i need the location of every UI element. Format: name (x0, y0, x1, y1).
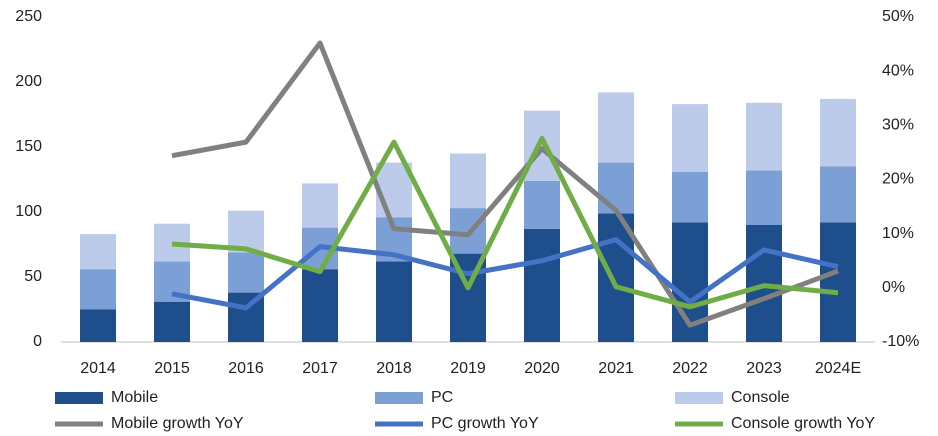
bar-segment (376, 261, 412, 342)
bar-segment (598, 213, 634, 342)
bar-segment (746, 170, 782, 225)
y2-tick-label: 50% (882, 8, 914, 25)
x-tick-label: 2018 (376, 360, 412, 377)
bar-segment (524, 228, 560, 342)
y-tick-label: 150 (15, 138, 42, 155)
bar-segment (80, 269, 116, 310)
bar-segment (672, 171, 708, 223)
y-tick-label: 50 (24, 268, 42, 285)
bar-segment (598, 92, 634, 163)
legend-label: Console growth YoY (731, 415, 875, 432)
x-tick-label: 2016 (228, 360, 264, 377)
legend-label: PC (431, 389, 453, 406)
x-tick-label: 2017 (302, 360, 338, 377)
bar-segment (524, 110, 560, 181)
line-series (171, 237, 839, 311)
line-series (171, 40, 839, 328)
y-tick-label: 0 (33, 333, 42, 350)
bar-segment (154, 301, 190, 342)
y-tick-label: 200 (15, 73, 42, 90)
y2-tick-label: -10% (882, 333, 919, 350)
legend-label: Mobile (111, 389, 158, 406)
bar-segment (820, 98, 856, 167)
bar-segment (302, 269, 338, 342)
legend-swatch (55, 392, 103, 404)
x-tick-label: 2022 (672, 360, 708, 377)
bar-segment (80, 234, 116, 270)
y2-tick-label: 30% (882, 117, 914, 134)
legend-label: PC growth YoY (431, 415, 539, 432)
bar-segment (524, 180, 560, 229)
legend-label: Mobile growth YoY (111, 415, 244, 432)
line-series (171, 135, 839, 310)
y2-tick-label: 10% (882, 225, 914, 242)
x-tick-label: 2020 (524, 360, 560, 377)
x-tick-label: 2023 (746, 360, 782, 377)
legend-swatch (675, 392, 723, 404)
x-tick-label: 2021 (598, 360, 634, 377)
y2-tick-label: 40% (882, 62, 914, 79)
bar-segment (228, 252, 264, 293)
bar-segment (820, 222, 856, 342)
bar-segment (820, 166, 856, 223)
bar-segment (376, 162, 412, 218)
bar-segment (302, 183, 338, 228)
y-tick-label: 250 (15, 8, 42, 25)
bar-segment (228, 210, 264, 253)
x-tick-label: 2019 (450, 360, 486, 377)
bar-segment (672, 104, 708, 172)
legend-label: Console (731, 389, 790, 406)
bar-segment (80, 309, 116, 342)
x-tick-label: 2015 (154, 360, 190, 377)
bar-segment (746, 102, 782, 171)
y2-tick-label: 20% (882, 171, 914, 188)
y2-tick-label: 0% (882, 279, 905, 296)
bar-segment (450, 153, 486, 209)
bar-segment (598, 162, 634, 214)
x-tick-label: 2024E (815, 360, 861, 377)
bar-segment (450, 208, 486, 254)
legend-swatch (375, 392, 423, 404)
x-tick-label: 2014 (80, 360, 116, 377)
y-tick-label: 100 (15, 203, 42, 220)
